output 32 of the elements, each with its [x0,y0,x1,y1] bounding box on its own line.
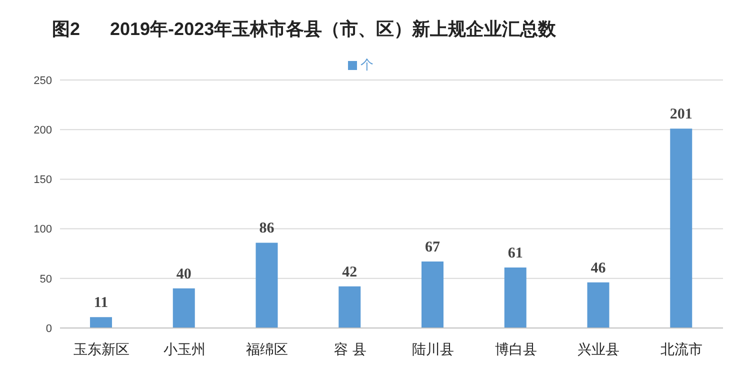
y-tick-label: 100 [34,224,52,236]
data-label: 40 [176,266,192,282]
data-label: 201 [670,106,692,123]
data-label: 46 [590,260,606,276]
x-tick-label: 玉东新区 [73,342,130,358]
data-label: 67 [425,240,440,256]
chart-title: 图2 2019年-2023年玉林市各县（市、区）新上规企业汇总数 [51,18,558,41]
x-tick-label: 小玉州 [163,342,206,358]
bar [504,267,526,328]
bar [587,282,610,328]
data-label: 11 [94,295,108,312]
x-tick-label: 福绵区 [246,342,288,358]
y-tick-label: 0 [46,322,52,335]
bar [256,242,278,328]
y-tick-label: 200 [34,124,52,137]
x-tick-label: 北流市 [660,342,703,358]
x-tick-label: 博白县 [494,342,537,358]
y-tick-label: 150 [34,174,52,186]
data-label: 61 [508,245,523,262]
bar [422,262,444,328]
x-tick-label: 容 县 [334,342,366,358]
x-tick-label: 兴业县 [578,342,620,358]
data-label: 86 [259,220,275,237]
bar [172,288,195,328]
legend-label: 个 [360,57,374,72]
bar [90,317,112,328]
data-label: 42 [342,264,358,280]
y-tick-label: 250 [34,74,52,87]
y-tick-label: 50 [40,273,52,286]
x-tick-label: 陆川县 [412,342,454,358]
bar [338,286,361,328]
bar [670,128,692,328]
